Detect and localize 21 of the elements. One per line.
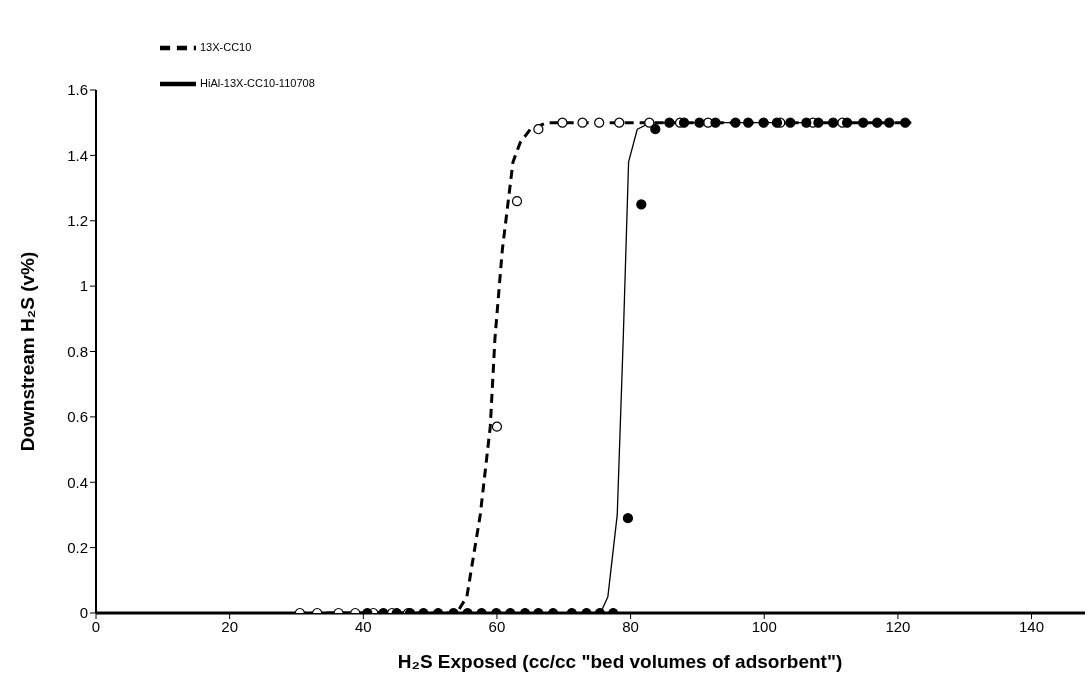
- x-tick-label: 0: [91, 617, 101, 635]
- x-tick-label: 120: [885, 617, 911, 635]
- x-tick-label: 140: [1019, 617, 1045, 635]
- legend-label: HiAl-13X-CC10-110708: [200, 76, 315, 89]
- legend-label: 13X-CC10: [200, 40, 252, 53]
- y-tick-label: 1.4: [67, 146, 88, 164]
- y-axis-title: Downstream H₂S (v%): [17, 251, 38, 452]
- y-tick-label: 1.6: [67, 81, 88, 99]
- x-tick-label: 20: [221, 617, 238, 635]
- y-tick-label: 0: [79, 604, 88, 622]
- x-tick-label: 100: [751, 617, 777, 635]
- y-tick-label: 1.2: [67, 212, 88, 230]
- y-tick-label: 0.6: [67, 408, 88, 426]
- x-tick-label: 80: [622, 617, 639, 635]
- x-tick-label: 40: [354, 617, 372, 635]
- x-tick-label: 60: [488, 617, 506, 635]
- y-tick-label: 0.2: [67, 538, 88, 556]
- y-tick-label: 0.4: [67, 473, 88, 491]
- y-tick-label: 1: [79, 277, 88, 295]
- x-axis-title: H₂S Exposed (cc/cc "bed volumes of adsorbent"): [397, 651, 843, 672]
- y-tick-label: 0.8: [67, 342, 88, 360]
